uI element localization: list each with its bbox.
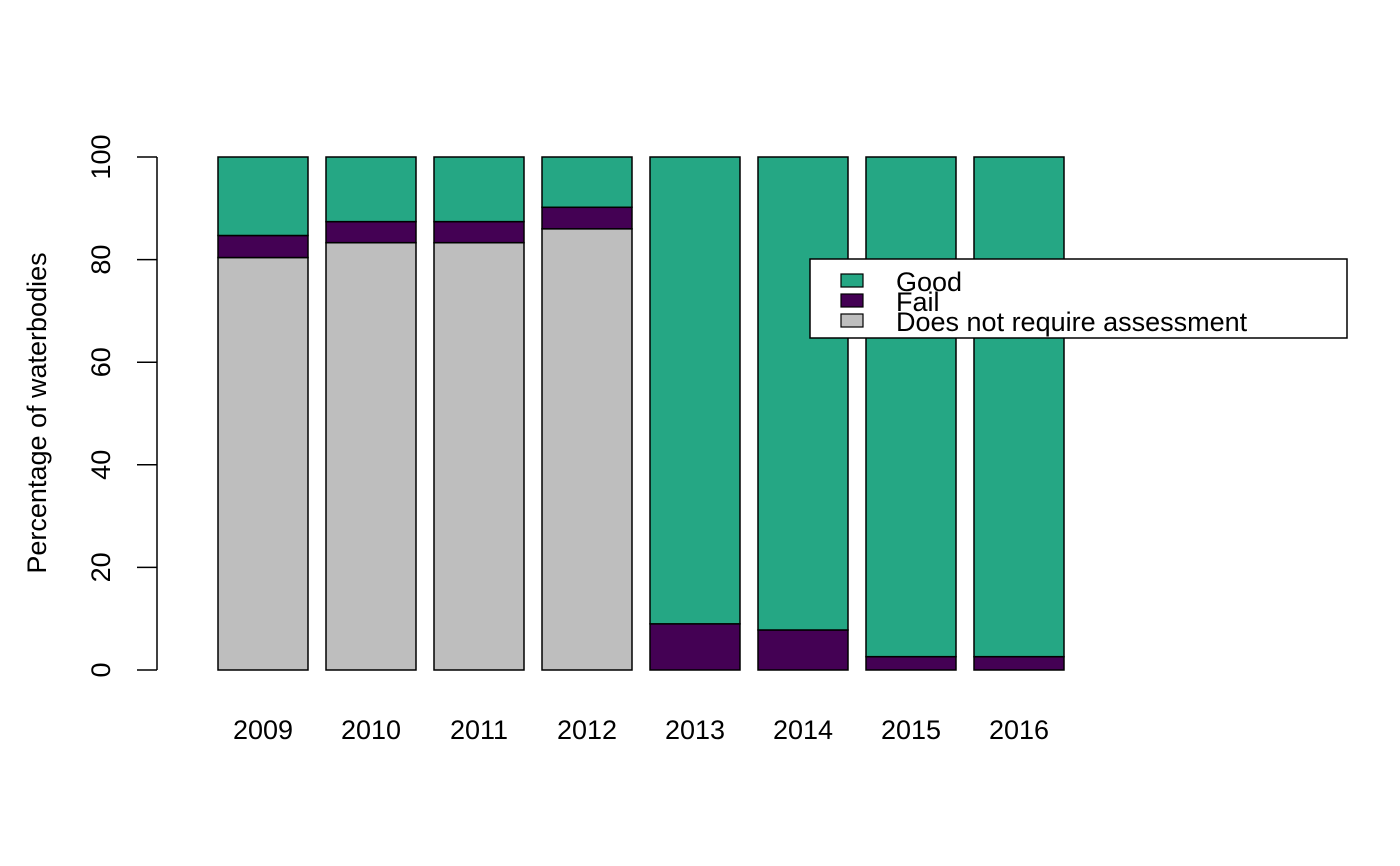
bar-segment-2013-good [649,156,741,625]
bar-segment-2012-fail [541,206,633,230]
bar-segment-2015-fail [865,655,957,671]
legend-swatch-good [840,273,864,288]
bar-segment-2012-does-not-require-assessment [541,228,633,671]
bar-segment-2014-fail [757,629,849,671]
bar-segment-2009-good [217,156,309,237]
y-tick-label-60: 60 [86,347,116,377]
x-tick-label-2014: 2014 [773,715,833,745]
bars-layer [217,156,1065,671]
y-tick-label-100: 100 [86,134,116,179]
bar-segment-2009-fail [217,234,309,259]
x-tick-label-2015: 2015 [881,715,941,745]
y-tick-label-40: 40 [86,450,116,480]
x-tick-label-2012: 2012 [557,715,617,745]
bar-segment-2011-does-not-require-assessment [433,241,525,671]
x-axis-labels: 2009 2010 2011 2012 2013 2014 2015 2016 [233,715,1049,745]
legend-swatch-does-not-require-assessment [840,313,864,328]
bar-segment-2012-good [541,156,633,209]
bar-segment-2010-does-not-require-assessment [325,241,417,671]
y-axis-label: Percentage of waterbodies [22,252,52,573]
legend-label-fail: Fail [896,287,940,317]
y-axis: 0 20 40 60 80 100 [86,134,158,678]
bar-segment-2010-fail [325,220,417,244]
x-tick-label-2011: 2011 [450,715,508,745]
bar-segment-2016-good [973,156,1065,658]
x-tick-label-2013: 2013 [665,715,725,745]
bar-segment-2013-fail [649,623,741,671]
x-tick-label-2016: 2016 [989,715,1049,745]
bar-segment-2010-good [325,156,417,223]
bar-segment-2014-good [757,156,849,631]
x-tick-label-2010: 2010 [341,715,401,745]
y-tick-label-0: 0 [86,662,116,677]
legend-box [809,258,1348,339]
legend-swatch-fail [840,293,864,308]
bar-segment-2016-fail [973,655,1065,671]
bar-segment-2015-good [865,156,957,658]
x-tick-label-2009: 2009 [233,715,293,745]
legend-label-does-not-require-assessment: Does not require assessment [896,307,1248,337]
bar-segment-2009-does-not-require-assessment [217,256,309,671]
y-tick-label-20: 20 [86,552,116,582]
bar-segment-2011-fail [433,220,525,244]
y-tick-label-80: 80 [86,245,116,275]
legend-label-good: Good [896,267,962,297]
bar-segment-2011-good [433,156,525,223]
